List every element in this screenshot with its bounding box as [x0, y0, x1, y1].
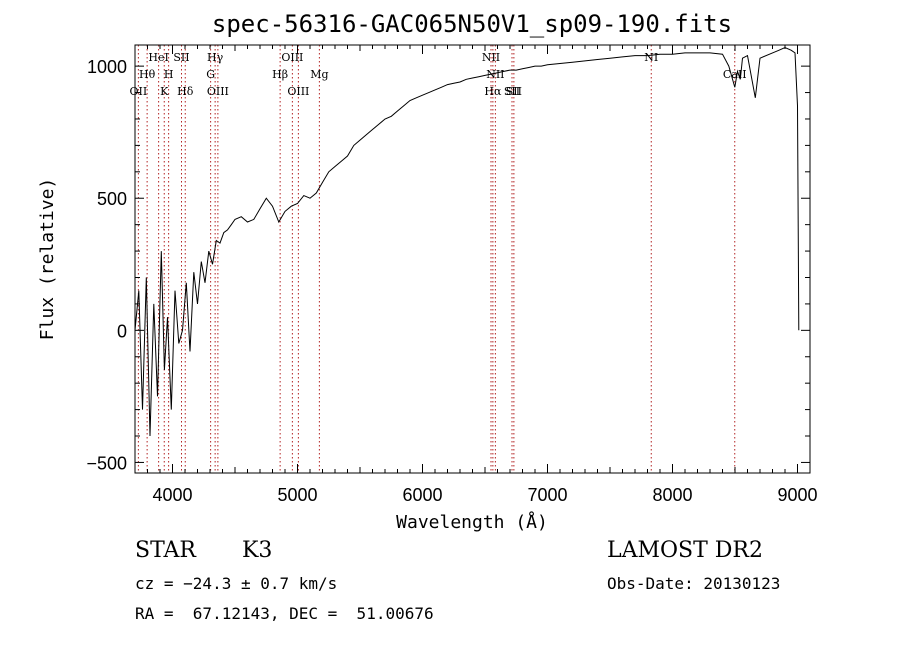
- y-tick-label: −500: [86, 453, 127, 473]
- x-axis-ticks: 4000 5000 6000 7000 8000 9000: [134, 45, 818, 505]
- line-marker-label: Hα: [484, 85, 502, 98]
- object-subclass: K3: [242, 538, 273, 563]
- y-axis-ticks: −500 0 500 1000: [86, 57, 810, 473]
- redshift-readout: cz = −24.3 ± 0.7 km/s: [135, 574, 338, 593]
- y-tick-label: 0: [117, 321, 127, 341]
- line-marker-label: SII: [506, 85, 522, 98]
- plot-frame: [134, 44, 811, 474]
- line-marker-label: NII: [482, 51, 500, 64]
- y-axis-label: Flux (relative): [37, 178, 58, 341]
- line-marker-label: G: [206, 68, 215, 81]
- line-marker-label: SII: [173, 51, 189, 64]
- line-marker-label: CaII: [723, 68, 747, 81]
- line-marker-label: OIII: [287, 85, 309, 98]
- line-marker-label: OIII: [281, 51, 303, 64]
- x-tick-label: 5000: [277, 485, 317, 505]
- y-tick-label: 500: [97, 189, 127, 209]
- chart-title: spec-56316-GAC065N50V1_sp09-190.fits: [212, 10, 732, 38]
- spectrum-line: [134, 47, 800, 437]
- line-marker-label: OIII: [207, 85, 229, 98]
- x-tick-label: 4000: [152, 485, 192, 505]
- line-marker-label: Hδ: [177, 85, 194, 98]
- line-markers: [137, 45, 736, 473]
- survey-name: LAMOST DR2: [607, 538, 763, 563]
- x-tick-label: 7000: [527, 485, 567, 505]
- line-marker-label: HeI: [148, 51, 168, 64]
- line-marker-label: OII: [130, 85, 148, 98]
- object-class: STAR: [135, 538, 196, 563]
- line-marker-label: Hβ: [272, 68, 288, 81]
- line-marker-label: NI: [644, 51, 658, 64]
- coordinates-readout: RA = 67.12143, DEC = 51.00676: [135, 604, 434, 623]
- line-marker-label: H: [164, 68, 174, 81]
- x-tick-label: 6000: [402, 485, 442, 505]
- line-marker-label: Hγ: [207, 51, 224, 64]
- line-marker-labels: OIIHθHeIKSIIHHδHγGOIIIOIIIHβOIIIMgNIINII…: [130, 51, 747, 98]
- y-tick-label: 1000: [87, 57, 127, 77]
- line-marker-label: K: [160, 85, 169, 98]
- line-marker-label: Hθ: [139, 68, 156, 81]
- x-tick-label: 8000: [652, 485, 692, 505]
- observation-date: Obs-Date: 20130123: [607, 574, 781, 593]
- x-tick-label: 9000: [777, 485, 817, 505]
- x-axis-label: Wavelength (Å): [396, 511, 548, 533]
- line-marker-label: Mg: [310, 68, 328, 81]
- line-marker-label: SII: [504, 85, 520, 98]
- line-marker-label: NII: [486, 68, 504, 81]
